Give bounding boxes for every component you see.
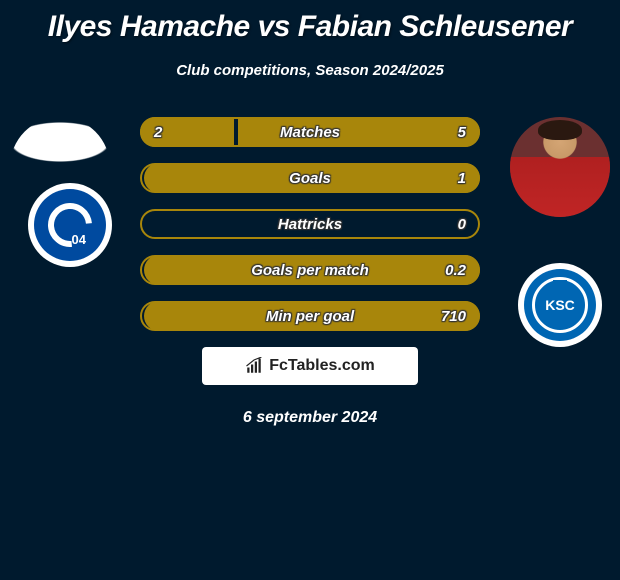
stat-value-right: 710 (441, 308, 466, 325)
stat-value-right: 0.2 (445, 262, 466, 279)
chart-icon (245, 357, 263, 375)
brand-box: FcTables.com (202, 347, 418, 385)
stat-value-right: 5 (458, 124, 466, 141)
stat-value-right: 0 (458, 216, 466, 233)
stat-row: 2 Matches 5 (140, 117, 480, 147)
club-left-badge: 04 (28, 183, 112, 267)
stat-value-left: 2 (154, 124, 162, 141)
stat-rows: 2 Matches 5 Goals 1 Hattricks 0 Goals per match… (140, 117, 480, 331)
stat-label: Matches (280, 124, 340, 141)
stat-row: Min per goal 710 (140, 301, 480, 331)
player-right-avatar (510, 117, 610, 217)
stat-label: Hattricks (278, 216, 342, 233)
club-right-badge: KSC (518, 263, 602, 347)
stat-row: Goals per match 0.2 (140, 255, 480, 285)
stat-value-right: 1 (458, 170, 466, 187)
stat-row: Hattricks 0 (140, 209, 480, 239)
page-title: Ilyes Hamache vs Fabian Schleusener (0, 0, 620, 44)
stat-fill-right (238, 117, 480, 147)
stat-label: Min per goal (266, 308, 354, 325)
stats-area: 04 KSC 2 Matches 5 Goals 1 Hattricks 0 Goals pe… (0, 117, 620, 427)
stat-label: Goals per match (251, 262, 369, 279)
stat-label: Goals (289, 170, 331, 187)
stat-row: Goals 1 (140, 163, 480, 193)
subtitle: Club competitions, Season 2024/2025 (0, 62, 620, 79)
date-line: 6 september 2024 (0, 409, 620, 427)
brand-text: FcTables.com (269, 357, 375, 375)
